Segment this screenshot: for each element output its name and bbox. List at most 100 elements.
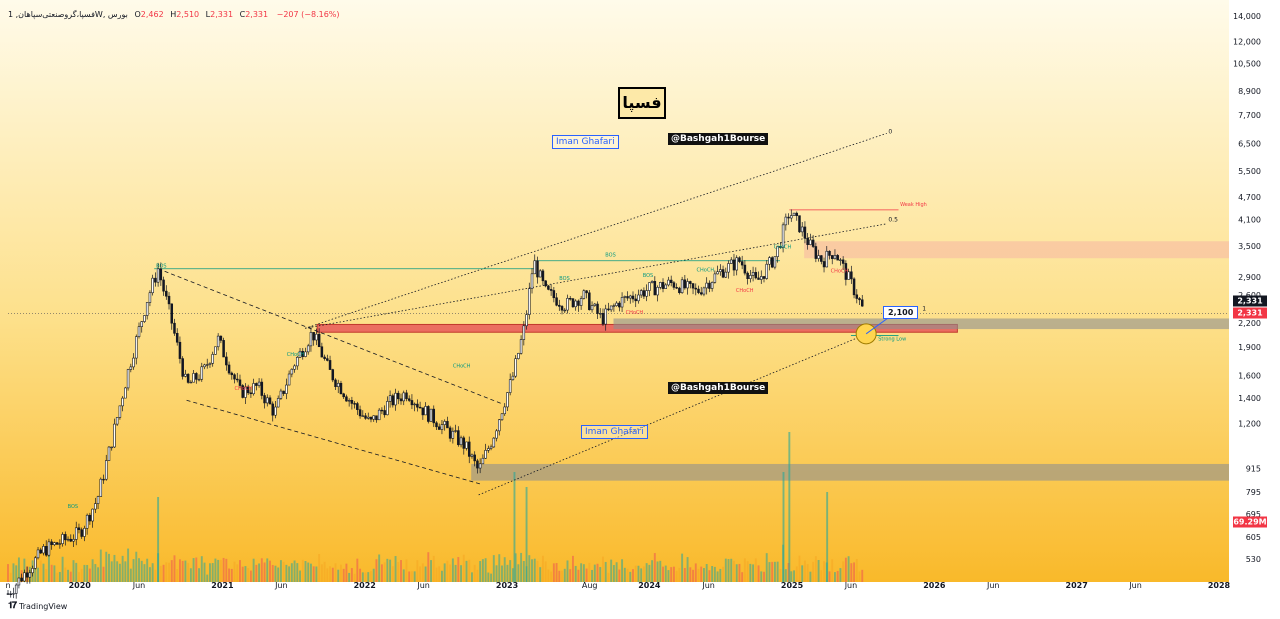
volume-bar: [580, 563, 583, 582]
candle-body: [721, 269, 725, 278]
y-tick-label: 530: [1246, 555, 1261, 564]
candle-body: [844, 263, 848, 280]
candle-body: [287, 373, 291, 386]
volume-bar: [454, 564, 457, 582]
volume-bar: [241, 566, 244, 582]
volume-bar: [776, 561, 779, 582]
volume-bar: [462, 554, 465, 582]
volume-bar: [430, 560, 432, 582]
candle-body: [607, 308, 610, 311]
candle-body: [451, 430, 455, 439]
volume-bar: [129, 568, 132, 582]
candle-body: [115, 417, 119, 425]
candle-body: [740, 261, 744, 266]
candle-body: [189, 381, 193, 384]
candle-body: [699, 292, 703, 295]
volume-bar: [514, 553, 517, 582]
volume-bar: [173, 555, 176, 582]
volume-bar: [853, 562, 856, 582]
volume-bar: [749, 563, 752, 582]
candle-body: [416, 403, 419, 408]
candle-body: [743, 264, 747, 274]
volume-bar: [506, 564, 509, 582]
volume-bar: [214, 558, 217, 582]
volume-bar: [738, 563, 741, 582]
y-tick-label: 6,500: [1238, 139, 1261, 148]
symbol-name[interactable]: فسپا،گروصنعتی‌سپاهان, 1W, بورس: [8, 10, 128, 19]
volume-bar: [563, 568, 566, 582]
volume-bar: [724, 558, 727, 582]
candle-body: [588, 292, 591, 311]
candle-body: [25, 572, 29, 578]
y-tick-label: 1,200: [1238, 419, 1261, 428]
volume-bar: [670, 567, 673, 582]
volume-bar: [42, 563, 45, 582]
candle-body: [6, 593, 10, 595]
high-value: 2,510: [176, 10, 200, 19]
volume-bar: [138, 558, 140, 582]
volume-bar: [421, 563, 424, 582]
volume-bar: [561, 570, 563, 582]
candle-body: [506, 392, 509, 408]
candle-body: [593, 303, 597, 306]
x-tick-label: 2027: [1066, 581, 1088, 590]
candle-body: [612, 305, 616, 307]
volume-bar: [828, 571, 831, 582]
volume-bar: [443, 563, 446, 582]
volume-bar: [678, 567, 681, 582]
candle-body: [129, 366, 133, 370]
candle-body: [418, 406, 422, 409]
candle-body: [394, 392, 397, 406]
volume-bar: [642, 566, 645, 582]
candle-body: [94, 503, 97, 510]
candle-body: [233, 374, 236, 380]
volume-bar: [667, 570, 670, 582]
volume-bar: [457, 557, 460, 582]
annotation-label: Strong Low: [878, 336, 906, 342]
annotation-label: BOS: [643, 273, 653, 279]
candle-body: [186, 373, 190, 383]
volume-bar: [110, 561, 113, 582]
volume-bar: [626, 568, 629, 582]
volume-bar: [730, 558, 733, 582]
volume-bar: [419, 566, 422, 582]
volume-bar: [798, 555, 801, 582]
candle-body: [850, 271, 853, 280]
candle-body: [830, 255, 834, 259]
volume-bar: [162, 564, 165, 582]
volume-bar: [274, 565, 277, 582]
y-tick-label: 3,500: [1238, 242, 1261, 251]
volume-bar: [571, 555, 574, 582]
annotation-label: CHoCH: [287, 352, 305, 358]
candle-body: [508, 379, 512, 393]
candle-body: [181, 358, 184, 377]
candle-body: [511, 375, 515, 381]
volume-bar: [337, 569, 340, 582]
volume-bar: [640, 568, 643, 582]
candle-body: [727, 263, 730, 273]
volume-bar: [211, 563, 214, 582]
volume-bar: [858, 571, 861, 582]
footer-brand[interactable]: 𝟏𝟕 TradingView: [8, 601, 67, 611]
author-watermark-bottom: Iman Ghafari: [581, 425, 648, 439]
x-tick-label: Aug: [582, 581, 598, 590]
volume-bar: [757, 565, 760, 582]
candle-body: [268, 397, 272, 405]
volume-bar: [239, 560, 241, 582]
volume-bar: [536, 560, 539, 582]
volume-bar: [773, 561, 776, 582]
candle-body: [399, 398, 403, 402]
volume-bar: [722, 566, 725, 582]
volume-bar: [105, 551, 108, 582]
candle-body: [145, 302, 149, 316]
volume-bar: [9, 572, 12, 582]
volume-bar: [187, 562, 190, 582]
y-tick-label: 605: [1246, 533, 1261, 542]
candle-body: [683, 279, 687, 289]
x-tick-label: 2022: [354, 581, 376, 590]
volume-bar: [727, 559, 730, 582]
volume-bar: [228, 568, 231, 582]
candle-body: [124, 387, 127, 399]
volume-bar: [468, 559, 471, 582]
